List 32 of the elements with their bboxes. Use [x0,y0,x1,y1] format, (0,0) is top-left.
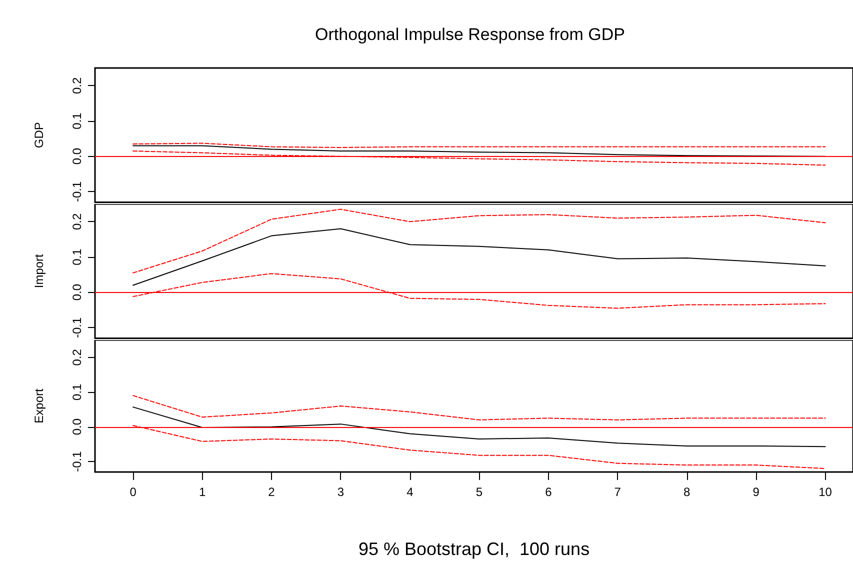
x-tick-label: 3 [337,485,344,499]
y-tick-label: -0.1 [70,450,84,472]
x-tick-label: 4 [406,485,414,499]
y-tick-label: -0.1 [70,317,84,338]
y-tick-label: 0.0 [70,418,84,436]
line-series [132,406,826,448]
line-series [132,395,826,420]
y-tick-label: 0.0 [70,148,84,165]
x-tick-label: 1 [198,485,206,499]
x-tick-label: 0 [130,485,137,499]
x-tick-label: 9 [752,485,760,499]
x-tick-label: 7 [614,485,622,499]
line-series [132,208,826,274]
x-axis-title: 95 % Bootstrap CI, 100 runs [358,539,590,559]
line-series [132,228,826,286]
y-axis-title: GDP [32,122,46,148]
y-tick-label: 0.2 [70,213,84,230]
y-tick-label: 0.1 [70,112,84,130]
chart-title: Orthogonal Impulse Response from GDP [315,25,625,44]
y-tick-label: -0.1 [70,181,84,202]
x-tick-label: 6 [545,485,552,499]
x-tick-label: 2 [268,485,276,499]
y-tick-label: 0.1 [70,248,84,266]
x-tick-label: 5 [476,485,483,499]
y-tick-label: 0.2 [70,77,84,94]
x-tick-label: 10 [818,485,832,499]
y-tick-label: 0.2 [70,348,84,366]
y-tick-label: 0.1 [70,383,84,400]
y-axis-title: Export [32,388,46,424]
y-axis-title: Import [32,253,46,288]
x-tick-label: 8 [684,485,691,499]
y-tick-label: 0.0 [70,284,84,301]
